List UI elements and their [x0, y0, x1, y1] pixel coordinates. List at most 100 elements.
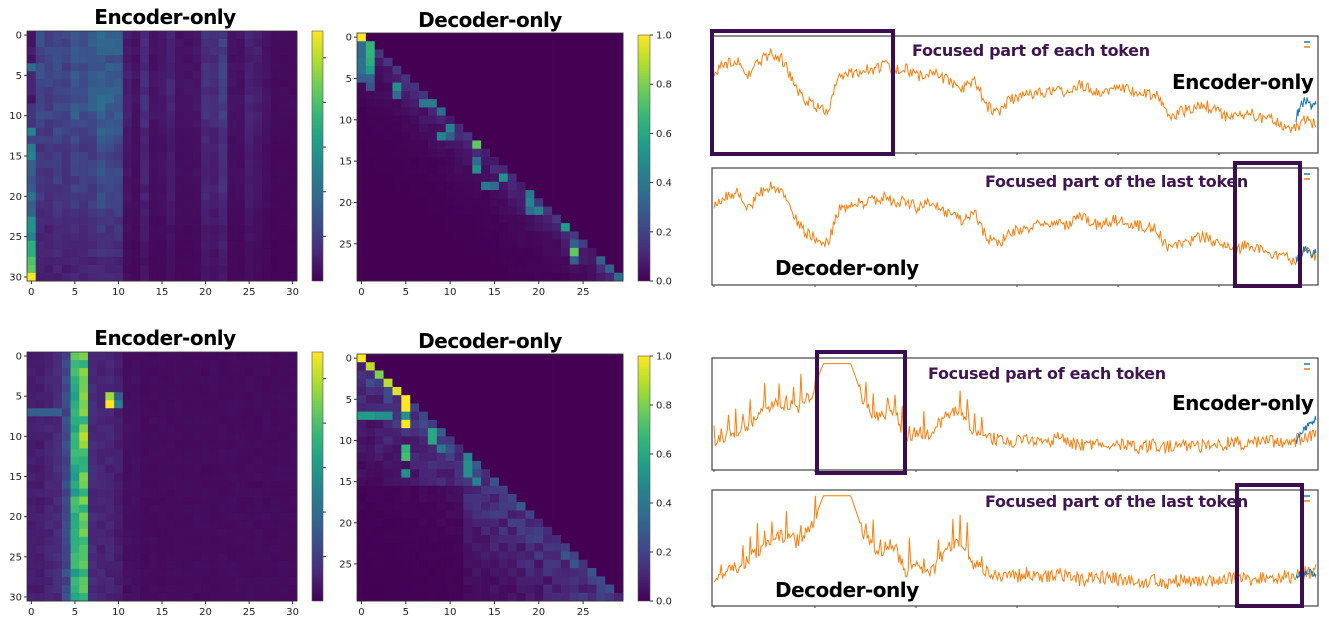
heatmap-cell — [44, 504, 54, 514]
heatmap-cell — [543, 165, 553, 174]
heatmap-cell — [534, 592, 544, 602]
heatmap-cell — [140, 400, 150, 409]
heatmap-cell — [70, 488, 80, 497]
heatmap-cell — [419, 354, 429, 363]
heatmap-cell — [244, 127, 254, 137]
heatmap-cell — [507, 354, 517, 363]
heatmap-cell — [175, 151, 185, 161]
heatmap-cell — [227, 256, 237, 266]
heatmap-cell — [70, 135, 80, 145]
heatmap-cell — [44, 248, 54, 258]
heatmap-cell — [525, 148, 535, 158]
heatmap-cell — [578, 173, 588, 183]
heatmap-cell — [419, 256, 429, 265]
heatmap-cell — [79, 160, 89, 169]
heatmap-cell — [569, 90, 580, 100]
heatmap-cell — [114, 456, 124, 465]
heatmap-cell — [516, 206, 526, 216]
heatmap-cell — [587, 559, 597, 569]
heatmap-cell — [209, 248, 220, 258]
heatmap-cell — [596, 49, 606, 59]
heatmap-cell — [401, 444, 411, 454]
heatmap-cell — [614, 206, 624, 216]
heatmap-cell — [27, 568, 37, 578]
heatmap-cell — [543, 190, 553, 199]
heatmap-cell — [463, 485, 473, 495]
heatmap-cell — [605, 354, 615, 363]
heatmap-cell — [262, 264, 272, 274]
heatmap-cell — [270, 592, 280, 602]
heatmap-cell — [87, 456, 98, 465]
heatmap-cell — [578, 115, 588, 125]
heatmap-cell — [175, 192, 185, 201]
heatmap-cell — [140, 552, 150, 562]
heatmap-cell — [410, 477, 420, 487]
heatmap-cell — [401, 123, 411, 133]
heatmap-cell — [27, 79, 37, 88]
heatmap-cell — [481, 354, 491, 363]
heatmap-cell — [454, 57, 464, 67]
heatmap-cell — [436, 395, 447, 404]
heatmap-cell — [209, 127, 220, 137]
heatmap-cell — [35, 456, 45, 465]
heatmap-cell — [605, 231, 615, 241]
heatmap-cell — [35, 176, 45, 185]
heatmap-cell — [534, 173, 544, 183]
heatmap-cell — [454, 386, 464, 396]
heatmap-cell — [183, 592, 193, 602]
heatmap-cell — [445, 123, 455, 133]
heatmap-cell — [192, 544, 202, 554]
heatmap-cell — [569, 493, 580, 503]
heatmap-cell — [148, 264, 159, 274]
heatmap-cell — [392, 115, 402, 125]
heatmap-cell — [35, 488, 45, 497]
heatmap-cell — [244, 256, 254, 266]
heatmap-cell — [96, 103, 106, 113]
heatmap-cell — [44, 176, 54, 185]
heatmap-cell — [218, 368, 228, 377]
heatmap-cell — [122, 31, 132, 40]
heatmap-cell — [270, 248, 280, 258]
heatmap-cell — [605, 403, 615, 413]
heatmap-cell — [218, 256, 228, 266]
heatmap-cell — [605, 493, 615, 503]
heatmap-cell — [53, 47, 63, 56]
heatmap-cell — [560, 231, 571, 241]
heatmap-cell — [227, 39, 237, 48]
heatmap-cell — [53, 256, 63, 266]
heatmap-cell — [157, 272, 167, 282]
heatmap-cell — [525, 526, 535, 536]
heatmap-cell — [357, 206, 367, 216]
heatmap-cell — [365, 535, 376, 544]
heatmap-cell — [498, 428, 509, 437]
heatmap-cell — [490, 90, 500, 100]
heatmap-cell — [27, 55, 37, 64]
heatmap-cell — [122, 232, 132, 242]
heatmap-cell — [148, 111, 159, 121]
heatmap-cell — [552, 576, 562, 585]
heatmap-cell — [525, 584, 535, 594]
heatmap-cell — [122, 488, 132, 497]
heatmap-cell — [374, 57, 384, 67]
heatmap-cell — [166, 127, 176, 137]
heatmap-cell — [507, 485, 517, 495]
heatmap-cell — [166, 432, 176, 441]
heatmap-cell — [445, 140, 455, 150]
heatmap-cell — [614, 576, 624, 585]
heatmap-cell — [192, 272, 202, 282]
heatmap-cell — [192, 520, 202, 530]
heatmap-cell — [96, 256, 106, 266]
heatmap-cell — [392, 469, 402, 478]
heatmap-cell — [201, 55, 211, 64]
heatmap-cell — [419, 461, 429, 470]
heatmap-cell — [192, 224, 202, 234]
heatmap-cell — [516, 90, 526, 100]
heatmap-cell — [498, 99, 509, 108]
heatmap-cell — [227, 143, 237, 153]
heatmap-cell — [490, 57, 500, 67]
heatmap-cell — [427, 49, 438, 59]
heatmap-cell — [534, 526, 544, 536]
heatmap-cell — [463, 535, 473, 544]
heatmap-cell — [374, 99, 384, 108]
heatmap-cell — [507, 57, 517, 67]
